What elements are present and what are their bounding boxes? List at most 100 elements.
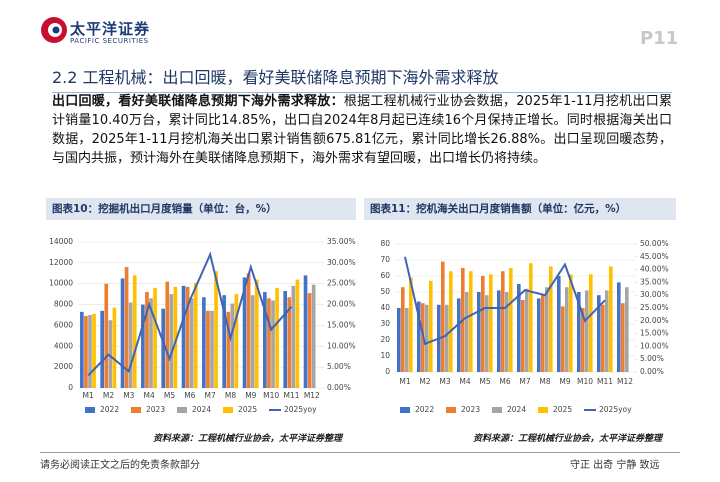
bar bbox=[445, 304, 449, 372]
bar bbox=[112, 307, 117, 388]
paragraph-body: 根据工程机械行业协会数据，2025年1-11月挖机出口累计销量10.40万台，累… bbox=[52, 94, 672, 166]
y2-tick-label: 10.00% bbox=[640, 341, 669, 350]
bar bbox=[449, 271, 453, 372]
bar bbox=[481, 276, 485, 372]
bar bbox=[206, 310, 210, 388]
line bbox=[404, 256, 606, 346]
y2-tick-label: 30.00% bbox=[640, 290, 669, 299]
y2-tick-label: 5.00% bbox=[640, 354, 664, 363]
bar bbox=[84, 316, 88, 388]
bar bbox=[189, 298, 194, 388]
line bbox=[87, 251, 293, 377]
bar bbox=[291, 285, 296, 388]
chart-title: 图表10：挖掘机出口月度销量（单位：台，%） bbox=[46, 198, 356, 220]
bar bbox=[597, 295, 601, 372]
bar bbox=[132, 275, 137, 388]
y2-tick-label: 20.00% bbox=[640, 316, 669, 325]
y2-tick-label: 10.00% bbox=[327, 341, 356, 350]
legend-label: 2023 bbox=[146, 405, 165, 414]
x-tick-label: M10 bbox=[263, 391, 279, 400]
bar bbox=[141, 304, 145, 388]
y-tick-label: 2000 bbox=[54, 362, 73, 371]
x-tick-label: M11 bbox=[597, 377, 613, 386]
legend-swatch bbox=[85, 407, 95, 413]
y-tick-label: 12000 bbox=[49, 258, 73, 267]
legend-label: 2025 bbox=[553, 405, 572, 414]
legend-swatch bbox=[131, 407, 141, 413]
bar bbox=[397, 308, 401, 372]
bar bbox=[477, 292, 481, 372]
bar bbox=[581, 308, 585, 372]
bar bbox=[465, 292, 469, 372]
y2-tick-label: 40.00% bbox=[640, 265, 669, 274]
page-number: P11 bbox=[640, 28, 679, 49]
bar bbox=[185, 286, 190, 388]
y2-tick-label: 25.00% bbox=[640, 303, 669, 312]
x-tick-label: M1 bbox=[399, 377, 410, 386]
bar bbox=[569, 274, 573, 372]
y2-tick-label: 15.00% bbox=[327, 320, 356, 329]
legend-label: 2025yoy bbox=[599, 405, 632, 414]
chart-source: 资料来源：工程机械行业协会，太平洋证券整理 bbox=[152, 434, 342, 444]
y2-tick-label: 0.00% bbox=[640, 367, 664, 376]
legend-label: 2025 bbox=[238, 405, 257, 414]
y2-tick-label: 0.00% bbox=[327, 383, 351, 392]
y2-tick-label: 35.00% bbox=[640, 277, 669, 286]
bar bbox=[222, 295, 227, 388]
bar bbox=[295, 279, 300, 388]
bar bbox=[311, 284, 316, 388]
bar bbox=[210, 310, 214, 388]
legend-swatch bbox=[538, 407, 548, 413]
bar bbox=[617, 282, 621, 372]
legend-label: 2025yoy bbox=[284, 405, 317, 414]
y-tick-label: 10000 bbox=[49, 279, 73, 288]
x-tick-label: M3 bbox=[123, 391, 134, 400]
bar bbox=[108, 320, 113, 388]
bar bbox=[202, 297, 206, 388]
y-tick-label: 4000 bbox=[54, 341, 73, 350]
bar bbox=[92, 313, 96, 388]
y2-tick-label: 30.00% bbox=[327, 258, 356, 267]
y2-tick-label: 20.00% bbox=[327, 300, 356, 309]
x-tick-label: M10 bbox=[577, 377, 593, 386]
y-tick-label: 0 bbox=[68, 383, 73, 392]
bar bbox=[561, 306, 565, 372]
y-tick-label: 20 bbox=[380, 335, 390, 344]
y-tick-label: 0 bbox=[385, 367, 390, 376]
x-tick-label: M2 bbox=[419, 377, 430, 386]
bar bbox=[104, 283, 109, 388]
paragraph: 出口回暖，看好美联储降息预期下海外需求释放：根据工程机械行业协会数据，2025年… bbox=[52, 92, 672, 168]
bar bbox=[601, 304, 605, 372]
bar bbox=[525, 288, 529, 372]
x-tick-label: M5 bbox=[164, 391, 175, 400]
bar bbox=[246, 273, 251, 388]
bar bbox=[497, 290, 501, 372]
bar bbox=[589, 274, 593, 372]
x-tick-label: M6 bbox=[499, 377, 510, 386]
footer-rule bbox=[40, 452, 680, 453]
y2-tick-label: 5.00% bbox=[327, 362, 351, 371]
y2-tick-label: 35.00% bbox=[327, 237, 356, 246]
x-tick-label: M7 bbox=[205, 391, 216, 400]
legend-label: 2024 bbox=[192, 405, 211, 414]
bar bbox=[577, 292, 581, 372]
x-tick-label: M5 bbox=[479, 377, 490, 386]
bar bbox=[271, 300, 275, 388]
bar bbox=[621, 303, 625, 372]
bar bbox=[501, 271, 505, 372]
legend-swatch bbox=[400, 407, 410, 413]
bar bbox=[226, 311, 231, 388]
y-tick-label: 6000 bbox=[54, 320, 73, 329]
bar bbox=[417, 301, 421, 372]
x-tick-label: M11 bbox=[283, 391, 299, 400]
bar bbox=[100, 310, 105, 388]
bar bbox=[441, 261, 445, 372]
bar bbox=[469, 271, 473, 372]
bar bbox=[457, 298, 461, 372]
bar bbox=[234, 294, 239, 388]
chart-panel: 图表10：挖掘机出口月度销量（单位：台，%） 0 2000 4000 6000 8000… bbox=[46, 198, 356, 448]
chart-title: 图表11：挖机海关出口月度销售额（单位：亿元，%） bbox=[364, 198, 676, 220]
bar bbox=[545, 287, 549, 372]
bar bbox=[505, 292, 509, 372]
